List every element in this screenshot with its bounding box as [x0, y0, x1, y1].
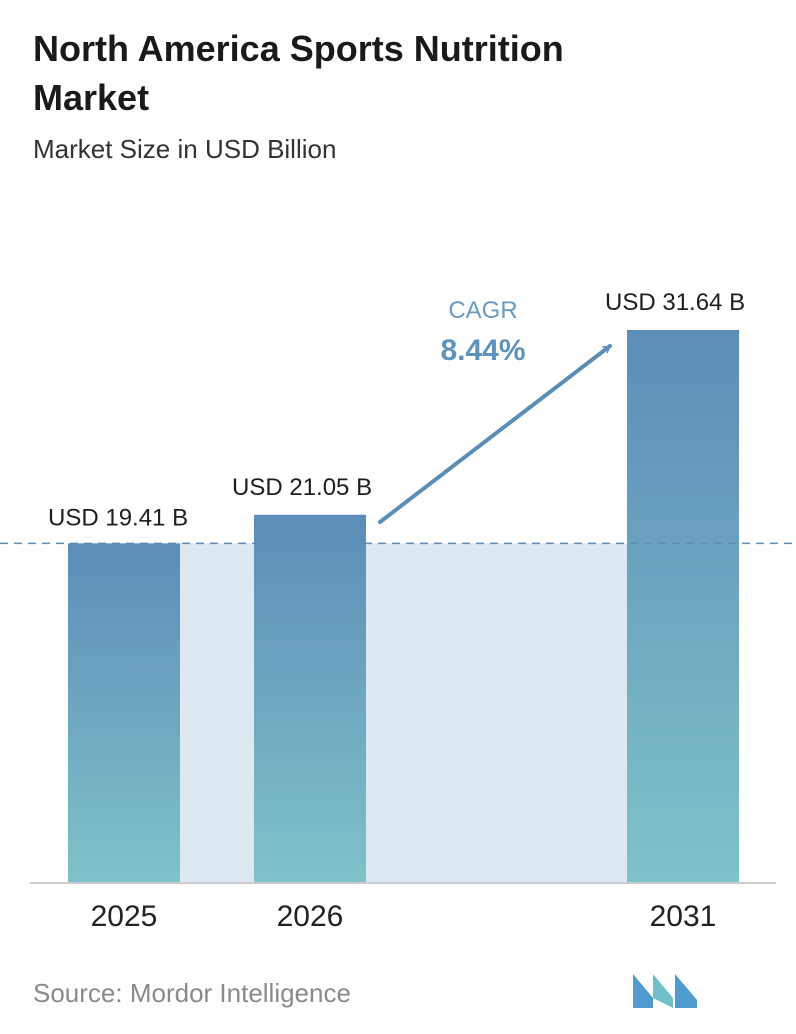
logo-shape-3	[675, 974, 697, 1008]
chart-subtitle: Market Size in USD Billion	[33, 134, 337, 164]
reference-line	[0, 542, 796, 884]
logo-shape-2	[653, 974, 673, 1008]
cagr-arrow	[378, 344, 612, 524]
cagr-value: 8.44%	[440, 334, 525, 367]
labels: USD 19.41 B USD 21.05 B USD 31.64 B 2025 202…	[48, 289, 745, 933]
bar-chart: USD 19.41 B USD 21.05 B USD 31.64 B 2025 202…	[0, 289, 796, 933]
logo-shape-1	[633, 974, 653, 1008]
cagr-label: CAGR	[448, 297, 517, 324]
bars	[68, 330, 739, 882]
bar-2026	[254, 514, 366, 882]
mordor-intelligence-logo-icon	[633, 974, 697, 1008]
bar-2031	[627, 330, 739, 882]
source-text: Source: Mordor Intelligence	[33, 978, 351, 1008]
x-tick-label-2031: 2031	[650, 900, 717, 933]
x-tick-label-2025: 2025	[91, 900, 158, 933]
cagr-arrow-line	[378, 344, 612, 524]
value-label-2031: USD 31.64 B	[605, 289, 745, 316]
value-label-2025: USD 19.41 B	[48, 504, 188, 531]
x-tick-label-2026: 2026	[277, 900, 344, 933]
bar-2025	[68, 543, 180, 882]
chart-title: North America Sports Nutrition Market	[33, 28, 564, 118]
value-label-2026: USD 21.05 B	[232, 474, 372, 501]
